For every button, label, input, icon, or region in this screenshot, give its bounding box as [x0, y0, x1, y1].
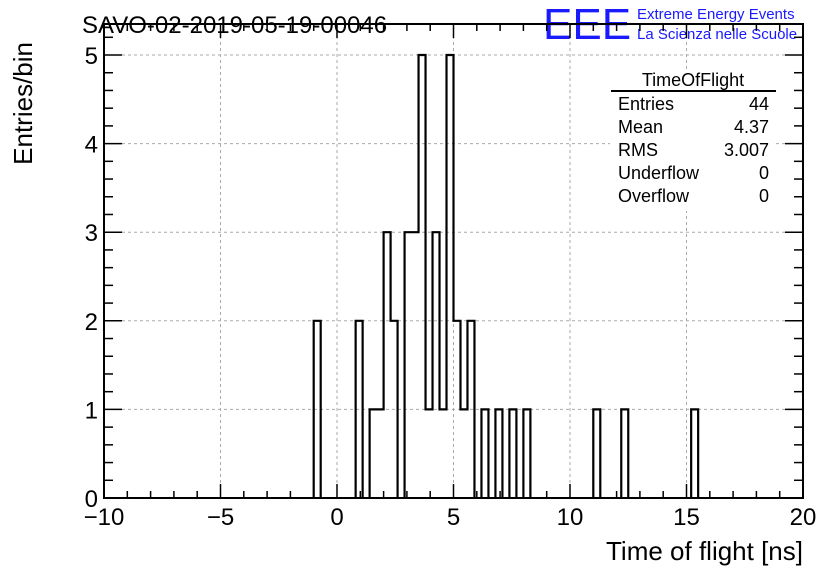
stats-row-value: 3.007 — [724, 140, 769, 160]
histogram-bin — [467, 321, 474, 498]
histogram-bin — [440, 409, 447, 498]
histogram-bin — [377, 409, 384, 498]
histogram-bin — [426, 409, 433, 498]
histogram-bin — [447, 55, 454, 498]
logo-line1: Extreme Energy Events — [637, 6, 795, 23]
stats-row-value: 0 — [759, 163, 769, 183]
y-tick-label: 4 — [85, 132, 98, 159]
histogram-bin — [495, 409, 502, 498]
x-tick-label: 5 — [447, 504, 460, 531]
stats-row-label: Mean — [618, 117, 663, 137]
histogram-bin — [419, 55, 426, 498]
stats-row-value: 0 — [759, 186, 769, 206]
histogram-bin — [523, 409, 530, 498]
logo-line2: La Scienza nelle Scuole — [637, 26, 797, 43]
histogram-bin — [405, 232, 412, 498]
x-axis-label: Time of flight [ns] — [606, 536, 803, 566]
x-tick-label: 20 — [790, 504, 817, 531]
y-tick-label: 0 — [85, 486, 98, 513]
stats-row-label: Entries — [618, 94, 674, 114]
stats-row-label: Overflow — [618, 186, 690, 206]
histogram-bin — [433, 232, 440, 498]
histogram-bin — [356, 321, 363, 498]
x-tick-label: −5 — [207, 504, 234, 531]
y-axis-label: Entries/bin — [8, 42, 38, 165]
stats-box-title: TimeOfFlight — [642, 70, 744, 90]
histogram-bin — [593, 409, 600, 498]
histogram-bin — [621, 409, 628, 498]
stats-row-label: RMS — [618, 140, 658, 160]
stats-box: TimeOfFlight Entries 44 Mean 4.37 RMS 3.007 Un… — [610, 69, 776, 211]
histogram-bin — [454, 321, 461, 498]
histogram-bin — [370, 409, 377, 498]
y-tick-label: 5 — [85, 43, 98, 70]
x-tick-label: −10 — [84, 504, 125, 531]
histogram-bin — [460, 409, 467, 498]
histogram-bin — [691, 409, 698, 498]
histogram-bin — [391, 321, 398, 498]
histogram-bin — [314, 321, 321, 498]
stats-row-value: 4.37 — [734, 117, 769, 137]
stats-row-label: Underflow — [618, 163, 700, 183]
chart-title: SAVO-02-2019-05-19-00046 — [82, 12, 387, 39]
stats-box-background — [610, 69, 776, 211]
histogram-bins — [312, 53, 700, 498]
histogram-outline — [312, 53, 700, 498]
x-tick-label: 0 — [330, 504, 343, 531]
stats-rows: Entries 44 Mean 4.37 RMS 3.007 Underflow 0 Overf… — [618, 94, 769, 206]
x-tick-label: 15 — [673, 504, 700, 531]
histogram-bin — [509, 409, 516, 498]
y-tick-label: 1 — [85, 397, 98, 424]
histogram-bin — [412, 232, 419, 498]
axes: −10 −5 0 5 10 15 20 0 1 2 3 4 5 — [84, 23, 817, 531]
y-tick-label: 3 — [85, 220, 98, 247]
histogram-bin — [481, 409, 488, 498]
y-tick-label: 2 — [85, 309, 98, 336]
x-tick-label: 10 — [557, 504, 584, 531]
histogram-bin — [384, 232, 391, 498]
stats-row-value: 44 — [749, 94, 769, 114]
